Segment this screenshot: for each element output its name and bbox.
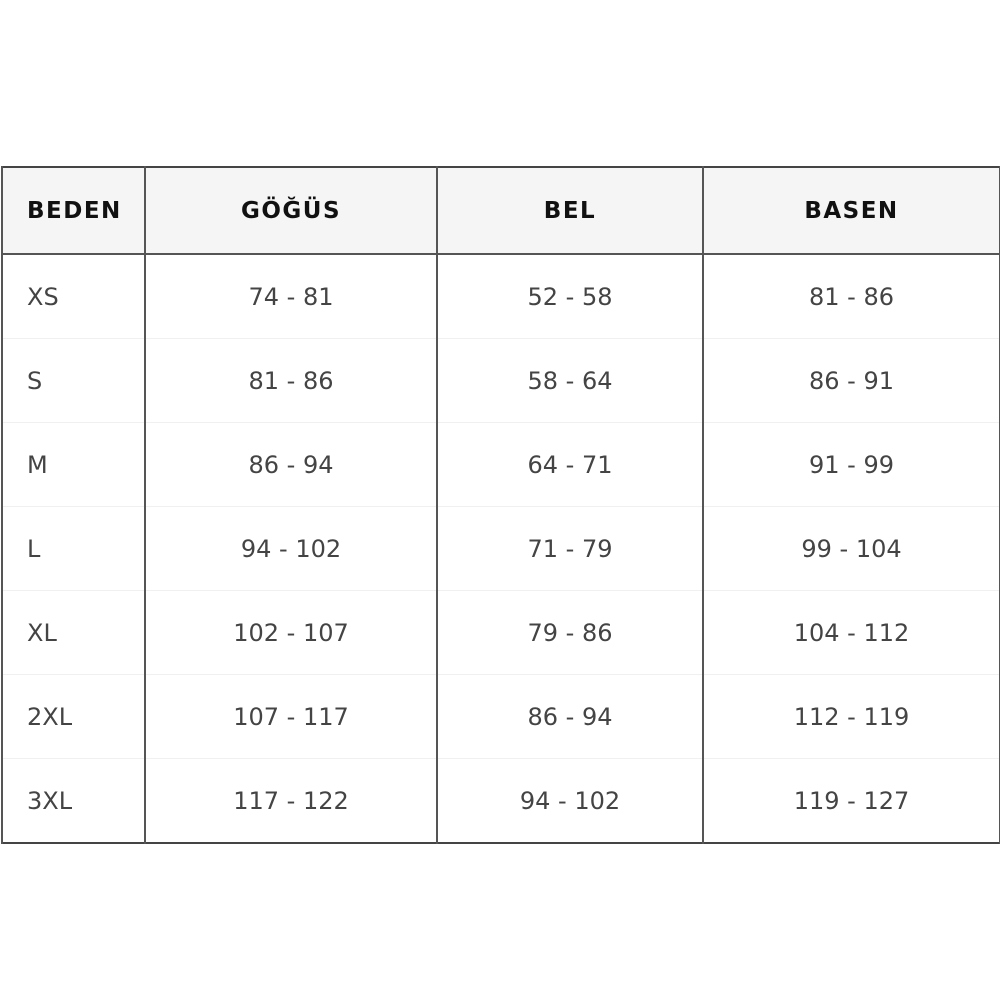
header-beden: BEDEN xyxy=(1,167,146,255)
cell-waist: 52 - 58 xyxy=(436,254,704,339)
cell-waist: 64 - 71 xyxy=(436,422,704,507)
cell-chest: 74 - 81 xyxy=(144,254,438,339)
cell-size: 2XL xyxy=(1,674,146,759)
cell-chest: 81 - 86 xyxy=(144,338,438,423)
header-bel: BEL xyxy=(436,167,704,255)
size-chart-table: BEDEN GÖĞÜS BEL BASEN XS 74 - 81 52 - 58 81… xyxy=(1,166,1000,844)
table-row: XL 102 - 107 79 - 86 104 - 112 xyxy=(1,590,1000,675)
cell-hip: 99 - 104 xyxy=(702,506,1000,591)
header-gogus: GÖĞÜS xyxy=(144,167,438,255)
cell-chest: 102 - 107 xyxy=(144,590,438,675)
cell-hip: 91 - 99 xyxy=(702,422,1000,507)
table-row: S 81 - 86 58 - 64 86 - 91 xyxy=(1,338,1000,423)
cell-chest: 94 - 102 xyxy=(144,506,438,591)
table-row: XS 74 - 81 52 - 58 81 - 86 xyxy=(1,254,1000,339)
cell-waist: 86 - 94 xyxy=(436,674,704,759)
table-row: M 86 - 94 64 - 71 91 - 99 xyxy=(1,422,1000,507)
cell-size: XL xyxy=(1,590,146,675)
table-row: 3XL 117 - 122 94 - 102 119 - 127 xyxy=(1,758,1000,844)
cell-waist: 79 - 86 xyxy=(436,590,704,675)
cell-hip: 104 - 112 xyxy=(702,590,1000,675)
cell-hip: 86 - 91 xyxy=(702,338,1000,423)
cell-size: L xyxy=(1,506,146,591)
cell-waist: 58 - 64 xyxy=(436,338,704,423)
table-row: L 94 - 102 71 - 79 99 - 104 xyxy=(1,506,1000,591)
header-basen: BASEN xyxy=(702,167,1000,255)
cell-hip: 81 - 86 xyxy=(702,254,1000,339)
cell-size: XS xyxy=(1,254,146,339)
header-row: BEDEN GÖĞÜS BEL BASEN xyxy=(1,167,1000,255)
cell-hip: 119 - 127 xyxy=(702,758,1000,844)
cell-waist: 94 - 102 xyxy=(436,758,704,844)
cell-size: 3XL xyxy=(1,758,146,844)
table-row: 2XL 107 - 117 86 - 94 112 - 119 xyxy=(1,674,1000,759)
cell-chest: 86 - 94 xyxy=(144,422,438,507)
cell-size: M xyxy=(1,422,146,507)
cell-hip: 112 - 119 xyxy=(702,674,1000,759)
cell-chest: 107 - 117 xyxy=(144,674,438,759)
cell-size: S xyxy=(1,338,146,423)
cell-chest: 117 - 122 xyxy=(144,758,438,844)
cell-waist: 71 - 79 xyxy=(436,506,704,591)
